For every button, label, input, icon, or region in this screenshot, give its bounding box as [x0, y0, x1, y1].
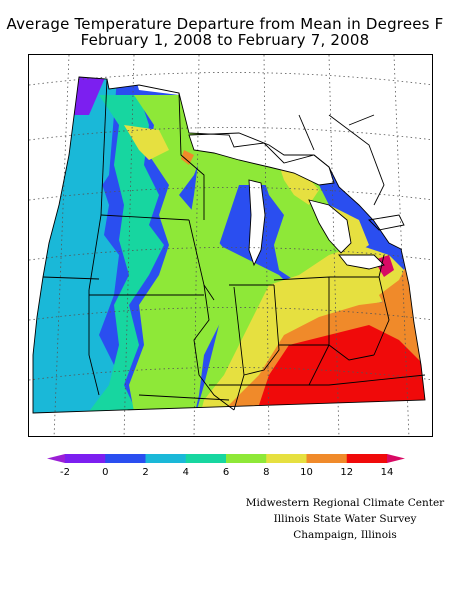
legend-bar: -2 0 2 4 6 8 10 12 14 [47, 454, 405, 478]
legend-swatch [65, 454, 106, 463]
temperature-field [33, 77, 425, 413]
graticule [29, 55, 432, 436]
legend-swatch [145, 454, 187, 463]
lake-superior [189, 133, 334, 185]
credit-organization: Midwestern Regional Climate Center [245, 497, 445, 509]
map-date-range: February 1, 2008 to February 7, 2008 [80, 31, 370, 49]
legend-swatch [266, 454, 307, 463]
credit-survey: Illinois State Water Survey [273, 513, 417, 525]
lake-shorelines [188, 114, 405, 270]
band-8-10-minnesota [124, 125, 169, 160]
lake-michigan [249, 180, 265, 265]
band-10-12-wisconsin-spot [181, 150, 194, 165]
band-6-8 [129, 95, 229, 413]
state-boundaries [32, 76, 426, 414]
band-4-6 [69, 95, 164, 413]
band-6-8-north [179, 95, 329, 413]
map-title: Average Temperature Departure from Mean … [6, 15, 444, 33]
temperature-map [29, 55, 432, 436]
legend-arrow-high [387, 454, 405, 463]
legend-tick-label: 0 [102, 467, 108, 478]
legend-swatch [346, 454, 388, 463]
legend-swatch [185, 454, 227, 463]
legend-swatch [306, 454, 348, 463]
lake-huron [309, 200, 351, 253]
band-below-0 [33, 77, 109, 115]
legend-arrow-low [47, 454, 65, 463]
color-scale-legend: -2 0 2 4 6 8 10 12 14 [0, 448, 450, 488]
credit-location: Champaign, Illinois [293, 529, 397, 541]
legend-tick-label: 6 [223, 467, 229, 478]
legend-tick-label: 8 [263, 467, 269, 478]
legend-tick-label: 2 [142, 467, 148, 478]
map-frame [28, 54, 433, 437]
legend-swatch [226, 454, 267, 463]
legend-tick-label: 12 [340, 467, 353, 478]
legend-tick-label: -2 [60, 467, 70, 478]
band-2-4-east [33, 95, 119, 413]
legend-swatch [105, 454, 146, 463]
legend-tick-label: 4 [183, 467, 189, 478]
band-8-10-upper-michigan [279, 165, 319, 205]
legend-tick-label: 14 [381, 467, 394, 478]
legend-tick-label: 10 [300, 467, 313, 478]
